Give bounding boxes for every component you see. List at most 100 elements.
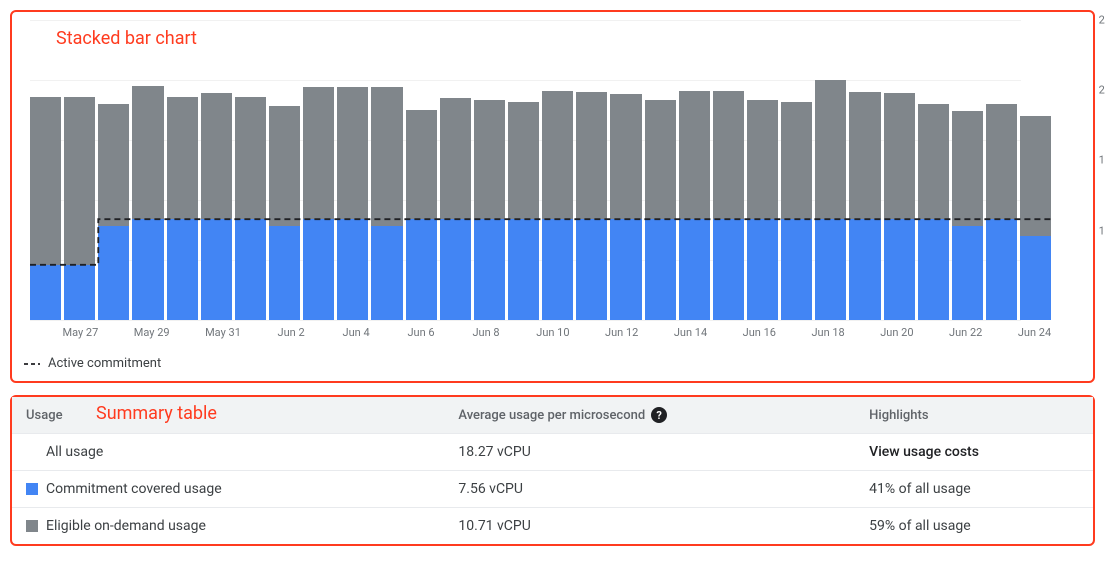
bar-segment-top: [747, 100, 778, 219]
chart-bar[interactable]: [1020, 116, 1051, 320]
chart-bar[interactable]: [303, 87, 334, 320]
chart-bar[interactable]: [201, 93, 232, 320]
x-tick-label: [710, 326, 739, 340]
bar-segment-top: [440, 98, 471, 219]
bar-segment-top: [508, 102, 539, 220]
bar-segment-top: [201, 93, 232, 219]
highlight-text: 41% of all usage: [855, 471, 1093, 508]
x-tick-label: [101, 326, 130, 340]
chart-bar[interactable]: [406, 110, 437, 320]
chart-bar[interactable]: [542, 91, 573, 320]
bar-segment-top: [679, 91, 710, 219]
chart-bar[interactable]: [781, 102, 812, 320]
chart-bar[interactable]: [371, 87, 402, 320]
bar-segment-top: [1020, 116, 1051, 236]
chart-bar[interactable]: [30, 97, 61, 320]
x-tick-label: [30, 326, 59, 340]
x-tick-label: [917, 326, 946, 340]
bar-segment-bottom: [406, 219, 437, 320]
bar-segment-bottom: [371, 226, 402, 320]
x-tick-label: May 31: [205, 326, 241, 340]
bar-segment-bottom: [713, 219, 744, 320]
chart-bar[interactable]: [952, 111, 983, 320]
x-tick-label: Jun 22: [949, 326, 982, 340]
average-value: 10.71 vCPU: [444, 508, 855, 545]
chart-bar[interactable]: [64, 97, 95, 320]
bar-segment-bottom: [849, 219, 880, 320]
chart-bar[interactable]: [474, 100, 505, 320]
bar-segment-bottom: [269, 226, 300, 320]
col-usage: Usage: [26, 408, 63, 423]
bar-segment-bottom: [679, 219, 710, 320]
x-tick-label: May 29: [134, 326, 170, 340]
bar-segment-top: [713, 91, 744, 219]
view-usage-costs-link[interactable]: View usage costs: [869, 444, 979, 460]
x-tick-label: Jun 18: [811, 326, 844, 340]
table-row: Eligible on-demand usage 10.71 vCPU59% of…: [12, 508, 1093, 545]
x-tick-label: [439, 326, 468, 340]
chart-bar[interactable]: [645, 100, 676, 320]
usage-label: Eligible on-demand usage: [46, 518, 206, 534]
y-tick: 15: [1093, 154, 1105, 167]
chart-bar[interactable]: [576, 92, 607, 320]
x-tick-label: Jun 2: [276, 326, 305, 340]
col-average: Average usage per microsecond: [458, 408, 645, 423]
bar-segment-top: [986, 104, 1017, 219]
x-tick-label: [985, 326, 1014, 340]
chart-bar[interactable]: [679, 91, 710, 320]
highlight-text: 59% of all usage: [855, 508, 1093, 545]
chart-bar[interactable]: [849, 92, 880, 320]
summary-panel: Usage Summary table Average usage per mi…: [10, 395, 1095, 546]
summary-table: Usage Summary table Average usage per mi…: [12, 397, 1093, 544]
bar-segment-top: [64, 97, 95, 265]
chart-bar[interactable]: [918, 104, 949, 320]
chart-bar[interactable]: [610, 94, 641, 320]
x-tick-label: [848, 326, 877, 340]
chart-bar[interactable]: [98, 104, 129, 320]
chart-bar[interactable]: [132, 86, 163, 320]
chart-bar[interactable]: [508, 102, 539, 320]
bar-segment-bottom: [235, 219, 266, 320]
x-tick-label: May 27: [62, 326, 98, 340]
bar-segment-top: [337, 87, 368, 219]
bar-segment-top: [30, 97, 61, 265]
help-icon[interactable]: ?: [651, 407, 667, 423]
bar-segment-top: [815, 80, 846, 219]
x-tick-label: [779, 326, 808, 340]
bar-segment-bottom: [576, 219, 607, 320]
y-tick: 20: [1093, 84, 1105, 97]
chart-bar[interactable]: [884, 93, 915, 320]
bar-segment-top: [576, 92, 607, 219]
table-row: Commitment covered usage7.56 vCPU41% of …: [12, 471, 1093, 508]
chart-bar[interactable]: [747, 100, 778, 320]
bar-segment-bottom: [918, 219, 949, 320]
x-tick-label: [173, 326, 202, 340]
bar-segment-top: [781, 102, 812, 220]
bar-segment-bottom: [201, 219, 232, 320]
bar-segment-bottom: [98, 226, 129, 320]
dash-icon: [24, 358, 40, 370]
bar-segment-bottom: [747, 219, 778, 320]
x-tick-label: [504, 326, 533, 340]
x-tick-label: [244, 326, 273, 340]
bar-segment-bottom: [952, 226, 983, 320]
chart-bar[interactable]: [235, 97, 266, 320]
bar-segment-top: [542, 91, 573, 219]
bar-segment-top: [645, 100, 676, 219]
chart-bar[interactable]: [440, 98, 471, 320]
chart-bar[interactable]: [269, 106, 300, 320]
chart-bar[interactable]: [167, 97, 198, 320]
bar-segment-bottom: [1020, 236, 1051, 320]
bar-segment-top: [269, 106, 300, 226]
average-value: 18.27 vCPU: [444, 434, 855, 471]
bar-segment-bottom: [610, 219, 641, 320]
x-tick-label: [374, 326, 403, 340]
chart-bar[interactable]: [815, 80, 846, 320]
chart-bar[interactable]: [713, 91, 744, 320]
chart-bar[interactable]: [986, 104, 1017, 320]
bar-segment-top: [918, 104, 949, 219]
bar-segment-top: [610, 94, 641, 219]
chart-bar[interactable]: [337, 87, 368, 320]
col-highlights: Highlights: [869, 408, 928, 423]
bar-segment-top: [98, 104, 129, 226]
